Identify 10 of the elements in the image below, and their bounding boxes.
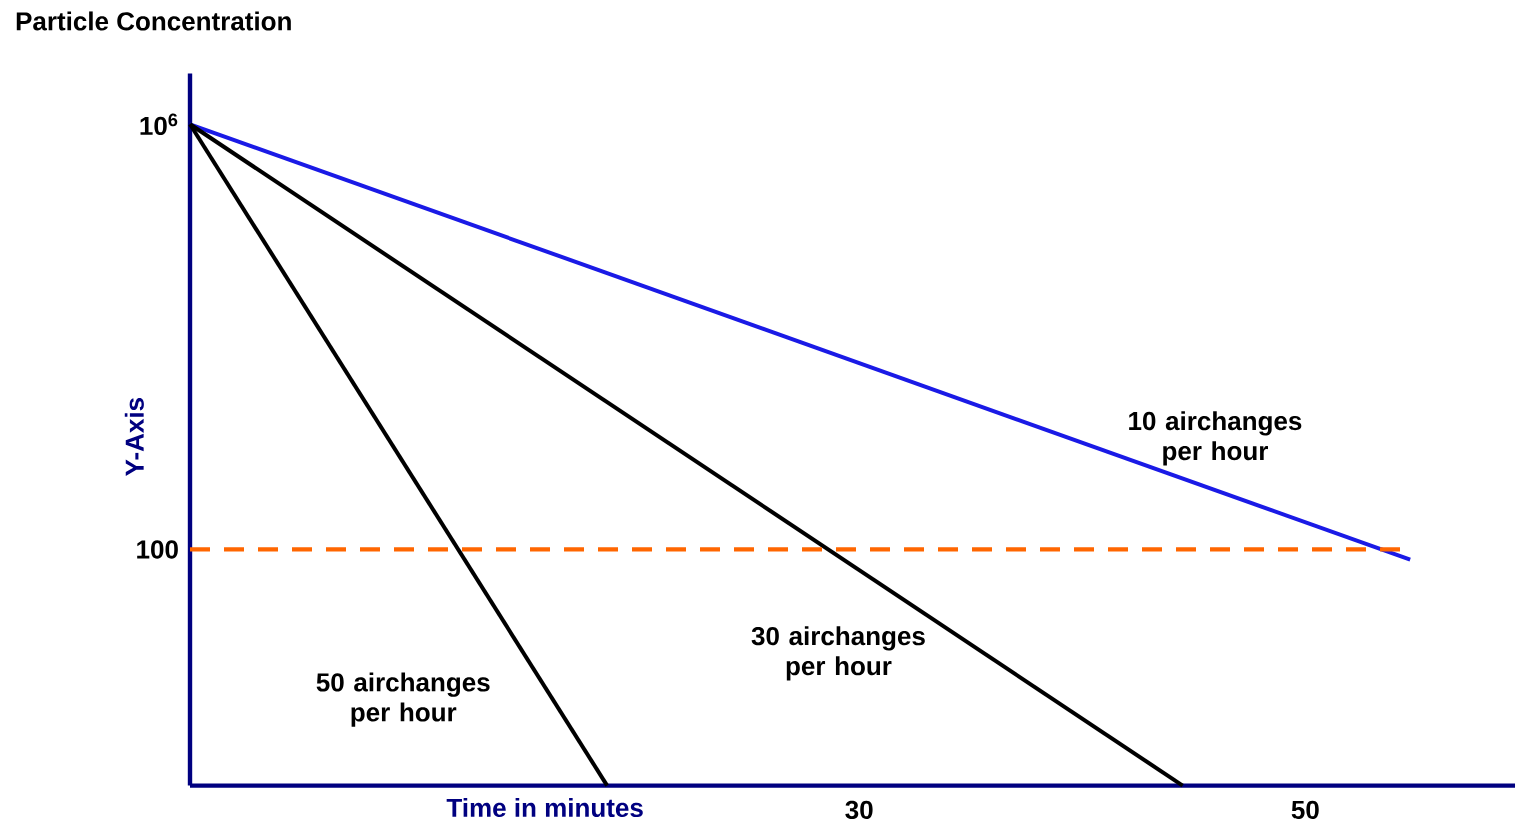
y-tick-label: 10$^{6}$ xyxy=(140,113,178,136)
y-axis-title: Y-Axis xyxy=(124,398,144,476)
y-tick-label: 100 xyxy=(137,540,178,559)
series-label: 50 airchanges per hour xyxy=(316,672,490,727)
series-label: 10 airchanges per hour xyxy=(1129,411,1302,466)
x-axis-title: Time in minutes xyxy=(446,797,643,818)
series-label: 30 airchanges per hour xyxy=(751,626,925,681)
chart-title: Particle Concentration xyxy=(16,11,291,31)
x-tick-label: 30 xyxy=(845,800,873,820)
x-tick-label: 50 xyxy=(1291,800,1319,820)
